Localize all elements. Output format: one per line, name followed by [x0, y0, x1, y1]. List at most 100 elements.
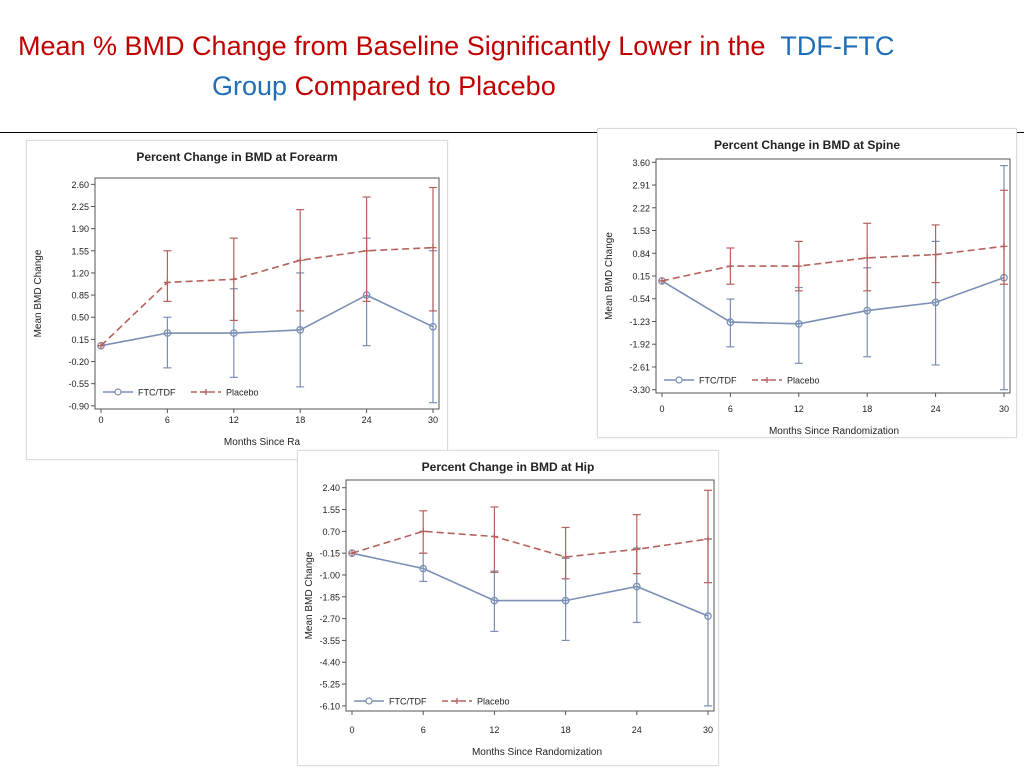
- spine-y-tick-label: 1.53: [632, 226, 650, 236]
- spine-placebo-point: [726, 262, 734, 270]
- hip-placebo-point: [562, 553, 570, 561]
- forearm-y-tick-label: 0.50: [71, 313, 89, 323]
- hip-y-tick-label: 2.40: [322, 483, 340, 493]
- spine-y-tick-label: -3.30: [629, 385, 650, 395]
- spine-x-tick-label: 12: [794, 404, 804, 414]
- spine-legend-ftc-tdf-label: FTC/TDF: [699, 376, 737, 386]
- title-text-part-1: Mean % BMD Change from Baseline Signific…: [18, 31, 766, 61]
- spine-ftc-tdf-point: [794, 319, 803, 328]
- spine-placebo-point: [658, 277, 666, 285]
- forearm-y-tick-label: 2.25: [71, 202, 89, 212]
- forearm-y-tick-label: -0.55: [68, 379, 89, 389]
- forearm-ftc-tdf-point: [296, 326, 305, 334]
- spine-y-tick-label: 0.15: [632, 272, 650, 282]
- spine-chart-title: Percent Change in BMD at Spine: [714, 138, 900, 152]
- forearm-placebo-point: [163, 278, 171, 286]
- forearm-y-axis-label: Mean BMD Change: [33, 249, 44, 337]
- slide-title-line-1: Mean % BMD Change from Baseline Signific…: [18, 26, 894, 66]
- hip-placebo-point: [633, 545, 641, 553]
- forearm-y-tick-label: -0.90: [68, 401, 89, 411]
- hip-ftc-tdf-series-line: [351, 552, 709, 617]
- hip-chart-title: Percent Change in BMD at Hip: [422, 460, 595, 474]
- hip-x-tick-label: 24: [632, 725, 642, 735]
- spine-placebo-series-line: [661, 245, 1005, 282]
- spine-placebo-point: [932, 251, 940, 259]
- spine-legend-placebo-label: Placebo: [787, 376, 820, 386]
- hip-plot-frame: [345, 479, 715, 712]
- spine-ftc-tdf-point: [863, 306, 872, 315]
- hip-legend-placebo-label: Placebo: [477, 697, 510, 707]
- hip-y-tick-label: 0.70: [322, 527, 340, 537]
- forearm-ftc-tdf-series-line: [100, 294, 434, 347]
- forearm-plot-frame: [94, 177, 440, 410]
- forearm-placebo-point: [429, 244, 437, 252]
- forearm-x-tick-label: 30: [428, 415, 438, 425]
- forearm-y-tick-label: 1.55: [71, 246, 89, 256]
- spine-legend-ftc-tdf-swatch-marker: [675, 376, 683, 384]
- chart-forearm: Percent Change in BMD at Forearm 2.60 2.25…: [33, 150, 440, 448]
- spine-y-tick-label: 2.91: [632, 181, 650, 191]
- chart-panel-spine: Percent Change in BMD at Spine 3.60 2.91 2.…: [597, 128, 1017, 438]
- forearm-y-tick-label: 2.60: [71, 180, 89, 190]
- hip-y-tick-label: -6.10: [319, 701, 340, 711]
- spine-legend-placebo-swatch-marker: [764, 377, 770, 383]
- forearm-y-tick-label: 0.85: [71, 291, 89, 301]
- spine-x-tick-label: 30: [999, 404, 1009, 414]
- hip-y-tick-label: -1.00: [319, 570, 340, 580]
- spine-placebo-point: [1000, 242, 1008, 250]
- hip-y-tick-label: 1.55: [322, 505, 340, 515]
- hip-placebo-point: [490, 532, 498, 540]
- hip-y-tick-label: -1.85: [319, 592, 340, 602]
- spine-y-tick-label: 3.60: [632, 158, 650, 168]
- title-divider: [0, 132, 1024, 133]
- spine-x-tick-label: 6: [728, 404, 733, 414]
- hip-y-tick-label: -5.25: [319, 680, 340, 690]
- spine-y-axis-label: Mean BMD Change: [604, 232, 615, 320]
- spine-x-tick-label: 24: [931, 404, 941, 414]
- forearm-x-tick-label: 6: [165, 415, 170, 425]
- spine-x-tick-label: 0: [659, 404, 664, 414]
- slide-title-line-2: Group Compared to Placebo: [212, 66, 556, 106]
- forearm-ftc-tdf-point: [229, 329, 238, 337]
- forearm-ftc-tdf-point: [429, 322, 437, 331]
- hip-y-axis-label: Mean BMD Change: [304, 551, 315, 639]
- hip-ftc-tdf-point: [490, 596, 499, 605]
- hip-y-tick-label: -4.40: [319, 658, 340, 668]
- hip-y-tick-label: -2.70: [319, 614, 340, 624]
- forearm-legend-placebo-swatch-marker: [203, 389, 209, 395]
- title-text-part-4: Compared to Placebo: [294, 71, 556, 101]
- hip-ftc-tdf-point: [632, 582, 641, 591]
- forearm-chart-title: Percent Change in BMD at Forearm: [136, 150, 337, 164]
- hip-placebo-point: [704, 535, 712, 543]
- spine-placebo-point: [795, 262, 803, 270]
- spine-x-axis-label: Months Since Randomization: [769, 426, 899, 437]
- hip-legend-ftc-tdf-label: FTC/TDF: [389, 697, 427, 707]
- hip-placebo-point: [348, 549, 356, 557]
- hip-y-tick-label: -0.15: [319, 549, 340, 559]
- hip-legend-placebo-swatch-marker: [454, 698, 460, 704]
- title-highlight-group: Group: [212, 71, 288, 101]
- forearm-legend-ftc-tdf-swatch-marker: [114, 388, 122, 396]
- hip-x-tick-label: 18: [561, 725, 571, 735]
- forearm-x-tick-label: 12: [229, 415, 239, 425]
- hip-x-tick-label: 6: [421, 725, 426, 735]
- hip-ftc-tdf-point: [561, 596, 570, 605]
- hip-x-axis-label: Months Since Randomization: [472, 747, 602, 758]
- title-highlight-tdf-ftc: TDF-FTC: [780, 31, 895, 61]
- hip-placebo-point: [419, 527, 427, 535]
- forearm-x-tick-label: 18: [295, 415, 305, 425]
- forearm-x-tick-label: 0: [98, 415, 103, 425]
- forearm-y-tick-label: 0.15: [71, 335, 89, 345]
- spine-y-tick-label: 0.84: [632, 249, 650, 259]
- forearm-x-tick-label: 24: [362, 415, 372, 425]
- spine-ftc-tdf-series-line: [661, 276, 1005, 325]
- forearm-legend-placebo-label: Placebo: [226, 388, 259, 398]
- forearm-placebo-point: [363, 247, 371, 255]
- hip-y-tick-label: -3.55: [319, 636, 340, 646]
- spine-placebo-point: [863, 254, 871, 262]
- spine-ftc-tdf-point: [726, 318, 735, 326]
- forearm-y-tick-label: 1.90: [71, 224, 89, 234]
- forearm-y-tick-label: -0.20: [68, 357, 89, 367]
- chart-panel-forearm: Percent Change in BMD at Forearm 2.60 2.25…: [26, 140, 448, 460]
- spine-x-tick-label: 18: [862, 404, 872, 414]
